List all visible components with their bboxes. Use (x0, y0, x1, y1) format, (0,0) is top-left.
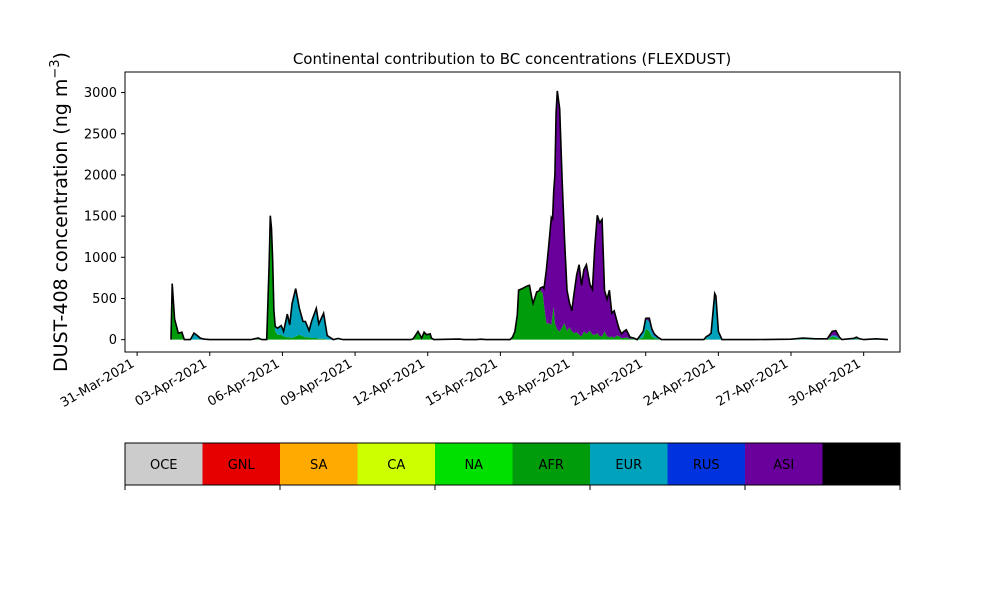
legend-label-na: NA (464, 458, 483, 473)
legend-label-rus: RUS (693, 458, 720, 473)
y-tick-label: 3000 (84, 86, 117, 101)
stacked-areas (170, 90, 888, 341)
y-tick-label: 1000 (84, 251, 117, 266)
legend-swatch-na (435, 443, 513, 485)
y-axis-label-close: ) (50, 52, 72, 59)
legend-swatch-sa (280, 443, 358, 485)
y-tick-label: 1500 (84, 210, 117, 225)
legend-swatch-afr (512, 443, 591, 485)
legend-label-gnl: GNL (228, 458, 256, 473)
x-tick-label: 27-Apr-2021 (714, 356, 791, 409)
legend-label-asi: ASI (773, 458, 794, 473)
legend-label-eur: EUR (615, 458, 642, 473)
x-tick-label: 21-Apr-2021 (569, 356, 646, 409)
total-line (170, 90, 888, 341)
color-legend: OCE GNL SA CA NA AFR EUR RUS ASI AUS (124, 442, 901, 490)
x-axis: 31-Mar-202103-Apr-202106-Apr-202109-Apr-… (58, 352, 865, 411)
legend-swatch-rus (667, 443, 746, 485)
y-tick-label: 0 (109, 333, 117, 348)
legend-swatch-asi (745, 443, 823, 485)
y-tick-label: 2500 (84, 127, 117, 142)
plot-frame (124, 71, 901, 353)
x-tick-label: 15-Apr-2021 (423, 356, 500, 409)
legend-label-oce: OCE (150, 458, 178, 473)
x-tick-label: 03-Apr-2021 (133, 356, 210, 409)
legend-swatch-oce (125, 443, 203, 485)
y-axis-label-exponent: −3 (48, 59, 63, 78)
legend-swatch-ca (357, 443, 436, 485)
y-tick-label: 2000 (84, 168, 117, 183)
legend-swatch-gnl (202, 443, 281, 485)
legend-label-sa: SA (310, 458, 327, 473)
x-tick-label: 09-Apr-2021 (278, 356, 355, 409)
legend-label-aus: AUS (848, 458, 875, 473)
y-axis-label: DUST-408 concentration (ng m−3) (48, 52, 72, 372)
area-afr (171, 217, 888, 340)
y-axis: 0 500 1000 1500 2000 2500 3000 (84, 86, 125, 348)
chart-title: Continental contribution to BC concentra… (293, 50, 731, 68)
x-tick-label: 06-Apr-2021 (205, 356, 282, 409)
legend-frame (124, 442, 901, 486)
y-tick-label: 500 (92, 292, 117, 307)
x-tick-label: 30-Apr-2021 (787, 356, 864, 409)
legend-swatch-aus (822, 443, 901, 485)
legend-label-afr: AFR (539, 458, 564, 473)
x-tick-label: 18-Apr-2021 (496, 356, 573, 409)
x-tick-label: 12-Apr-2021 (351, 356, 428, 409)
legend-label-ca: CA (387, 458, 405, 473)
legend-swatch-eur (590, 443, 668, 485)
y-axis-label-text: DUST-408 concentration (ng m (50, 79, 72, 372)
x-tick-label: 24-Apr-2021 (641, 356, 718, 409)
